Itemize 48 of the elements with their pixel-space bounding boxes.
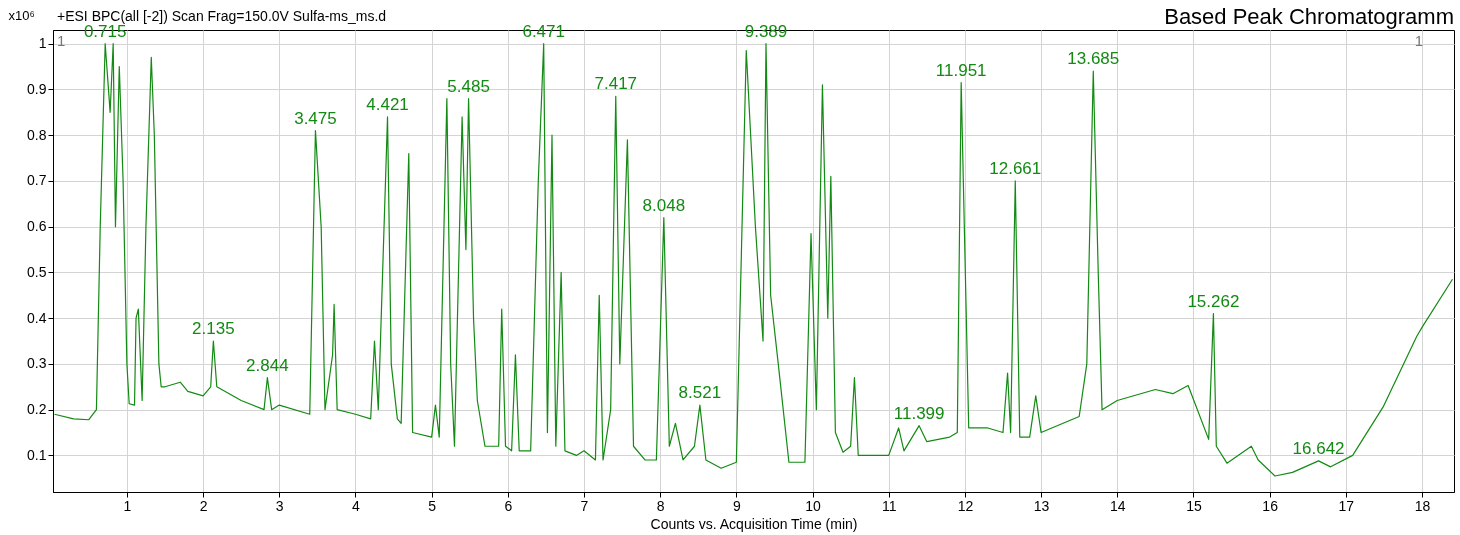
annotation: 2.135 bbox=[192, 319, 235, 339]
y-tick-label: 0.3 bbox=[27, 355, 47, 372]
x-tick-label: 4 bbox=[352, 497, 361, 514]
annotation: 3.475 bbox=[294, 108, 337, 128]
y-axis-title: x10⁶ bbox=[8, 7, 35, 23]
y-tick-label: 0.9 bbox=[27, 80, 47, 97]
annotation: 5.485 bbox=[447, 76, 490, 96]
x-tick-label: 11 bbox=[881, 497, 897, 514]
x-tick-label: 7 bbox=[580, 497, 589, 514]
x-tick-label: 2 bbox=[199, 497, 208, 514]
y-tick-label: 0.6 bbox=[27, 218, 47, 235]
chart-title: Based Peak Chromatogramm bbox=[1164, 4, 1454, 29]
x-tick-label: 6 bbox=[504, 497, 513, 514]
y-tick-label: 0.4 bbox=[27, 309, 47, 326]
annotation: 15.262 bbox=[1187, 291, 1240, 311]
x-axis-title: Counts vs. Acquisition Time (min) bbox=[650, 515, 858, 532]
annotation: 8.521 bbox=[678, 383, 722, 403]
x-tick-label: 16 bbox=[1262, 497, 1279, 514]
y-tick-label: 0.2 bbox=[27, 401, 47, 418]
chart-subtitle: +ESI BPC(all [-2]) Scan Frag=150.0V Sulfa-ms_ms.d bbox=[57, 8, 387, 24]
annotation: 11.399 bbox=[893, 403, 945, 423]
y-tick-label: 0.1 bbox=[27, 446, 47, 463]
x-tick-label: 9 bbox=[732, 497, 741, 514]
y-tick-label: 0.7 bbox=[27, 172, 47, 189]
y-tick-label: 0.5 bbox=[27, 263, 47, 280]
annotation: 8.048 bbox=[642, 195, 686, 215]
annotation: 16.642 bbox=[1292, 438, 1345, 458]
annotation: 1 bbox=[57, 32, 66, 49]
annotation: 1 bbox=[1414, 32, 1423, 49]
x-tick-label: 15 bbox=[1186, 497, 1202, 514]
x-tick-label: 8 bbox=[656, 497, 665, 514]
annotation: 11.951 bbox=[935, 60, 987, 80]
x-tick-label: 13 bbox=[1033, 497, 1050, 514]
x-tick-label: 12 bbox=[957, 497, 974, 514]
annotation: 13.685 bbox=[1067, 49, 1120, 69]
x-tick-label: 17 bbox=[1338, 497, 1355, 514]
annotation: 4.421 bbox=[366, 94, 409, 114]
annotation: 2.844 bbox=[246, 355, 289, 375]
y-tick-label: 0.8 bbox=[27, 126, 47, 143]
x-tick-label: 18 bbox=[1414, 497, 1431, 514]
y-tick-label: 1 bbox=[38, 35, 47, 52]
annotation: 12.661 bbox=[989, 158, 1042, 178]
x-tick-label: 10 bbox=[805, 497, 822, 514]
annotation: 7.417 bbox=[594, 74, 638, 94]
x-tick-label: 1 bbox=[123, 497, 132, 514]
x-tick-label: 5 bbox=[428, 497, 437, 514]
x-tick-label: 3 bbox=[275, 497, 284, 514]
x-tick-label: 14 bbox=[1109, 497, 1126, 514]
